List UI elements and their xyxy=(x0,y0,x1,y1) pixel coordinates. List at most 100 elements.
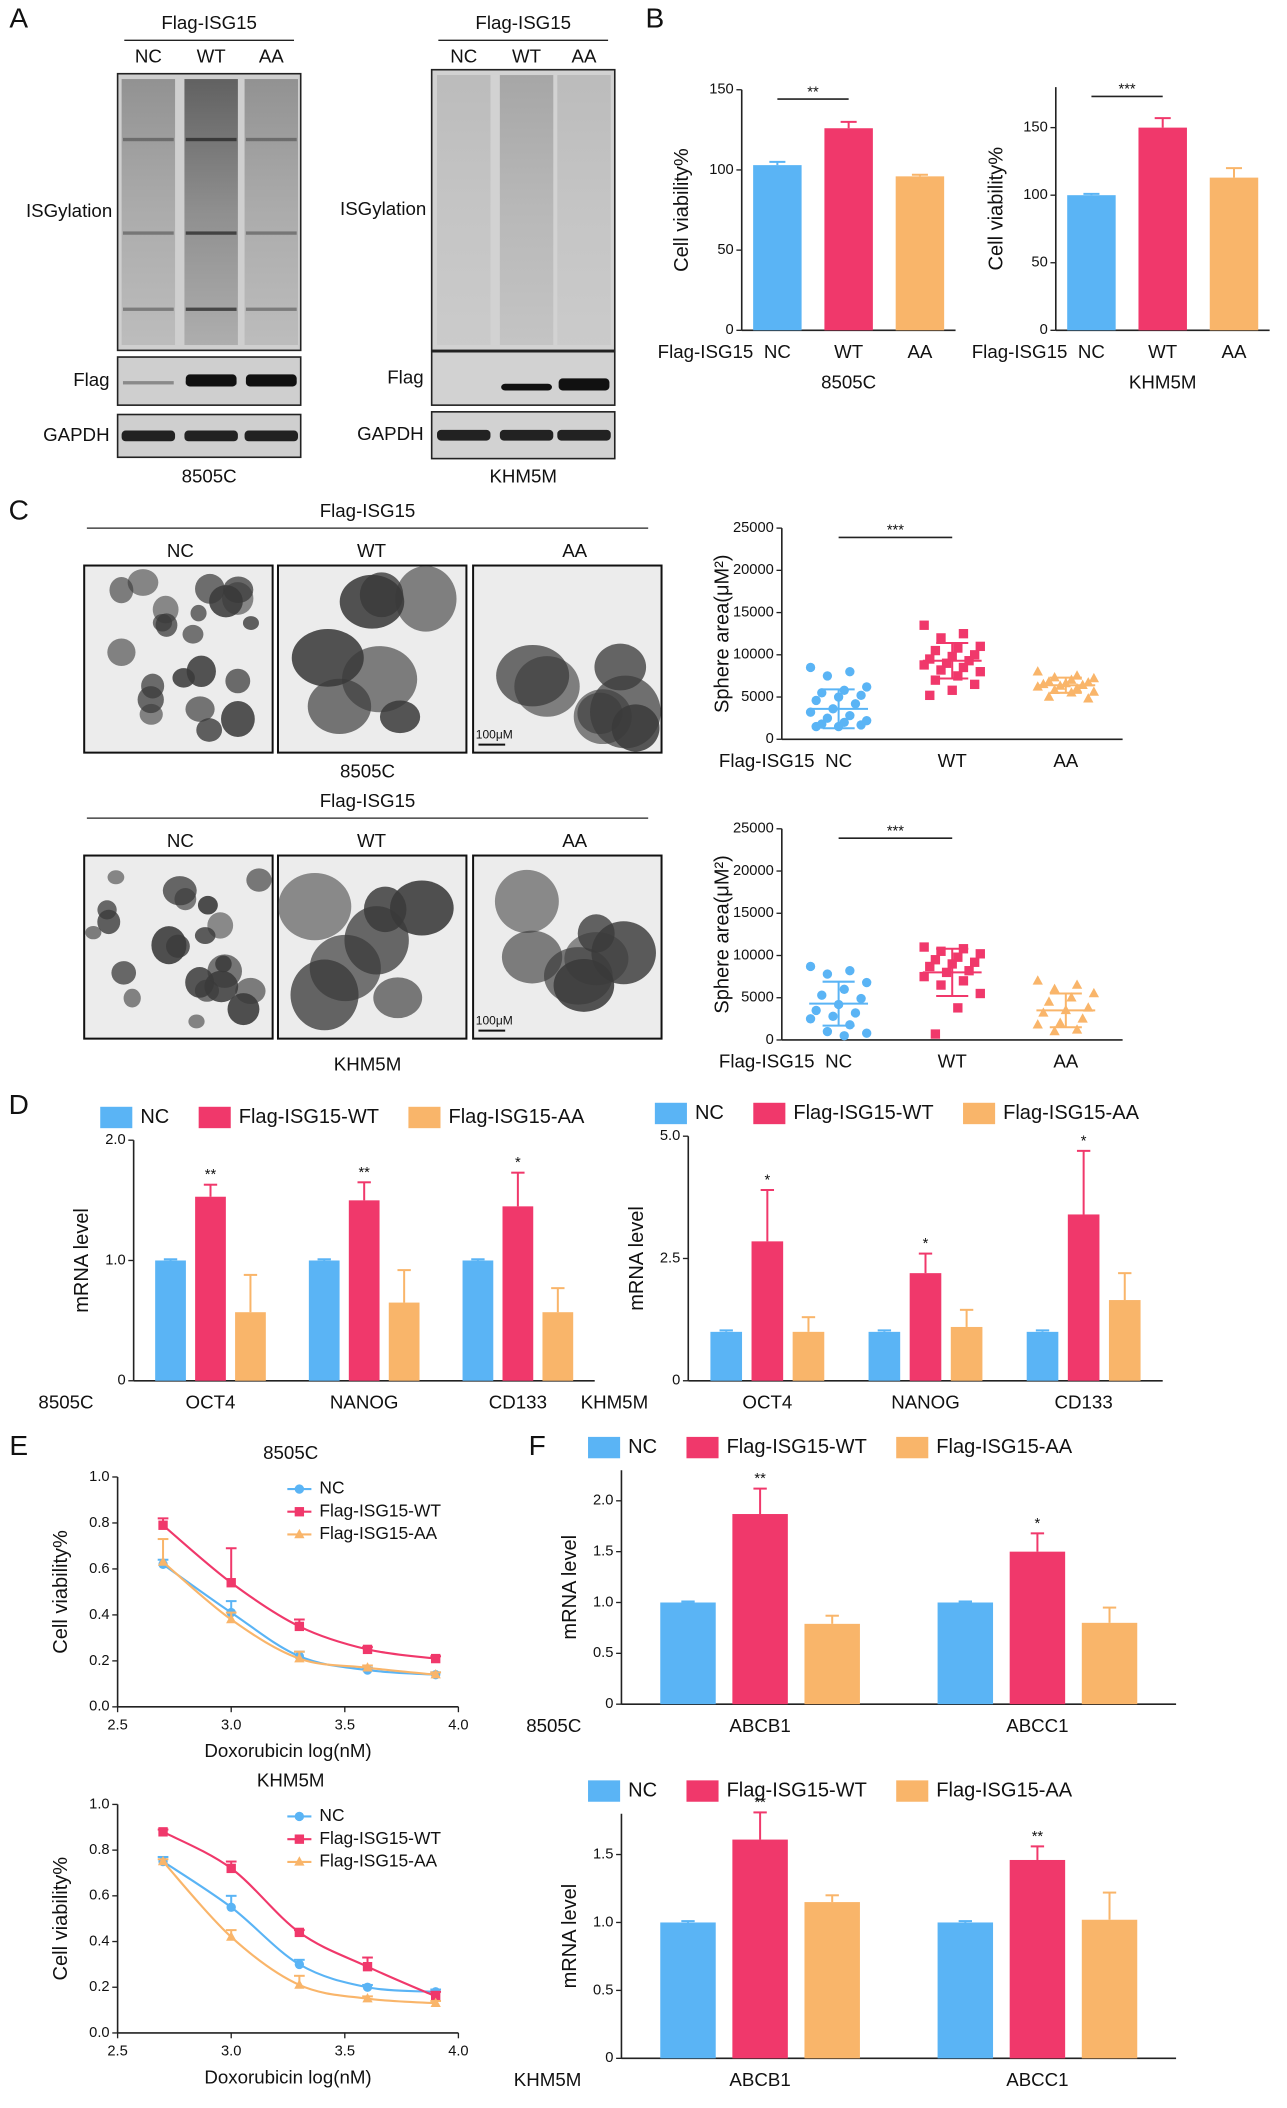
x-tick-label: ABCB1 xyxy=(729,2069,790,2090)
y-tick-label: 2.5 xyxy=(660,1250,680,1266)
bar xyxy=(195,1196,226,1381)
marker xyxy=(811,695,821,706)
y-tick-label: 100 xyxy=(709,162,734,178)
marker xyxy=(936,946,946,956)
sphere xyxy=(172,668,195,688)
marker xyxy=(158,1827,168,1837)
isg-band xyxy=(245,137,297,142)
isg-smear xyxy=(244,79,299,346)
isg-band xyxy=(185,307,237,311)
y-tick-label: 0.2 xyxy=(89,1653,109,1669)
y-tick-label: 0 xyxy=(726,322,734,338)
sphere xyxy=(185,967,215,998)
y-tick-label: 100 xyxy=(1023,187,1048,203)
x-axis-label: Doxorubicin log(nM) xyxy=(204,1740,371,1761)
legend-label: Flag-ISG15-WT xyxy=(793,1102,933,1124)
flag-band xyxy=(501,383,552,391)
marker xyxy=(157,1855,169,1866)
marker xyxy=(953,671,963,681)
x-tick-label: AA xyxy=(907,341,932,362)
marker xyxy=(930,955,941,965)
marker xyxy=(919,971,929,982)
bar xyxy=(1067,1214,1100,1381)
marker xyxy=(294,1484,305,1494)
y-axis-label: Cell viability% xyxy=(985,147,1007,271)
series-line xyxy=(162,1860,436,2005)
gapdh-band xyxy=(437,429,491,441)
y-axis-label: Sphere area(μM²) xyxy=(711,855,733,1014)
x-prefix: Flag-ISG15 xyxy=(972,341,1068,362)
marker xyxy=(811,1005,821,1016)
sphere xyxy=(573,689,632,745)
marker xyxy=(811,721,821,732)
bar xyxy=(710,1331,743,1381)
legend-label: Flag-ISG15-AA xyxy=(449,1106,585,1128)
marker xyxy=(294,1507,305,1517)
marker xyxy=(1049,983,1060,994)
marker xyxy=(1066,992,1077,1002)
blot-row-label: Flag xyxy=(387,366,423,387)
bar xyxy=(308,1260,340,1381)
y-tick-label: 20000 xyxy=(733,562,774,578)
isg-smear xyxy=(557,75,611,346)
isg-band xyxy=(185,137,237,142)
blot-row-label: ISGylation xyxy=(26,200,112,221)
y-tick-label: 0 xyxy=(605,1696,613,1712)
legend-swatch xyxy=(686,1780,719,1802)
marker xyxy=(941,658,952,668)
bar xyxy=(1081,1919,1138,2059)
marker xyxy=(975,988,985,999)
marker xyxy=(930,675,941,685)
x-prefix: Flag-ISG15 xyxy=(719,1051,815,1072)
marker xyxy=(958,976,969,986)
y-tick-label: 0.8 xyxy=(89,1515,109,1531)
marker xyxy=(1088,686,1100,696)
blot-row-label: Flag xyxy=(73,369,109,390)
scale-bar-label: 100μM xyxy=(476,727,513,741)
lane-label: NC xyxy=(135,46,162,67)
marker xyxy=(856,690,866,701)
y-tick-label: 1.0 xyxy=(89,1796,109,1812)
marker xyxy=(862,1028,872,1038)
marker xyxy=(930,1029,941,1039)
lane-label: NC xyxy=(450,46,477,67)
bar xyxy=(388,1302,420,1381)
bar xyxy=(1009,1551,1066,1705)
isg-smear xyxy=(499,75,554,346)
bar xyxy=(1067,195,1116,331)
x-tick-label: WT xyxy=(834,341,863,362)
sphere xyxy=(109,577,134,604)
marker xyxy=(294,1856,305,1866)
sphere xyxy=(111,961,137,985)
lane-label: AA xyxy=(572,46,597,67)
legend-label: Flag-ISG15-AA xyxy=(319,1850,437,1870)
bar xyxy=(732,1514,788,1705)
legend-label: NC xyxy=(140,1106,169,1128)
x-tick-label: NANOG xyxy=(330,1391,399,1412)
x-prefix: Flag-ISG15 xyxy=(658,341,754,362)
panel-letter: A xyxy=(9,3,28,34)
marker xyxy=(1055,1017,1066,1027)
isg-band xyxy=(122,137,174,142)
legend-swatch xyxy=(896,1436,929,1459)
marker xyxy=(1043,996,1055,1006)
significance-label: * xyxy=(764,1173,770,1189)
sphere xyxy=(501,930,563,984)
marker xyxy=(1049,684,1060,695)
marker xyxy=(805,707,816,717)
marker xyxy=(805,1014,816,1024)
bar xyxy=(1081,1622,1138,1705)
y-axis-label: Sphere area(μM²) xyxy=(711,554,733,713)
marker xyxy=(969,650,980,660)
x-tick-label: OCT4 xyxy=(186,1391,236,1412)
significance-label: * xyxy=(923,1236,929,1252)
bar xyxy=(937,1602,994,1705)
bar xyxy=(462,1260,494,1381)
sphere xyxy=(342,646,418,713)
marker xyxy=(936,633,946,643)
blot-group: Flag-ISG15 xyxy=(475,12,571,33)
sphere xyxy=(123,988,141,1008)
x-tick-label: NC xyxy=(1078,341,1105,362)
x-prefix: Flag-ISG15 xyxy=(719,750,815,771)
marker xyxy=(822,713,833,723)
